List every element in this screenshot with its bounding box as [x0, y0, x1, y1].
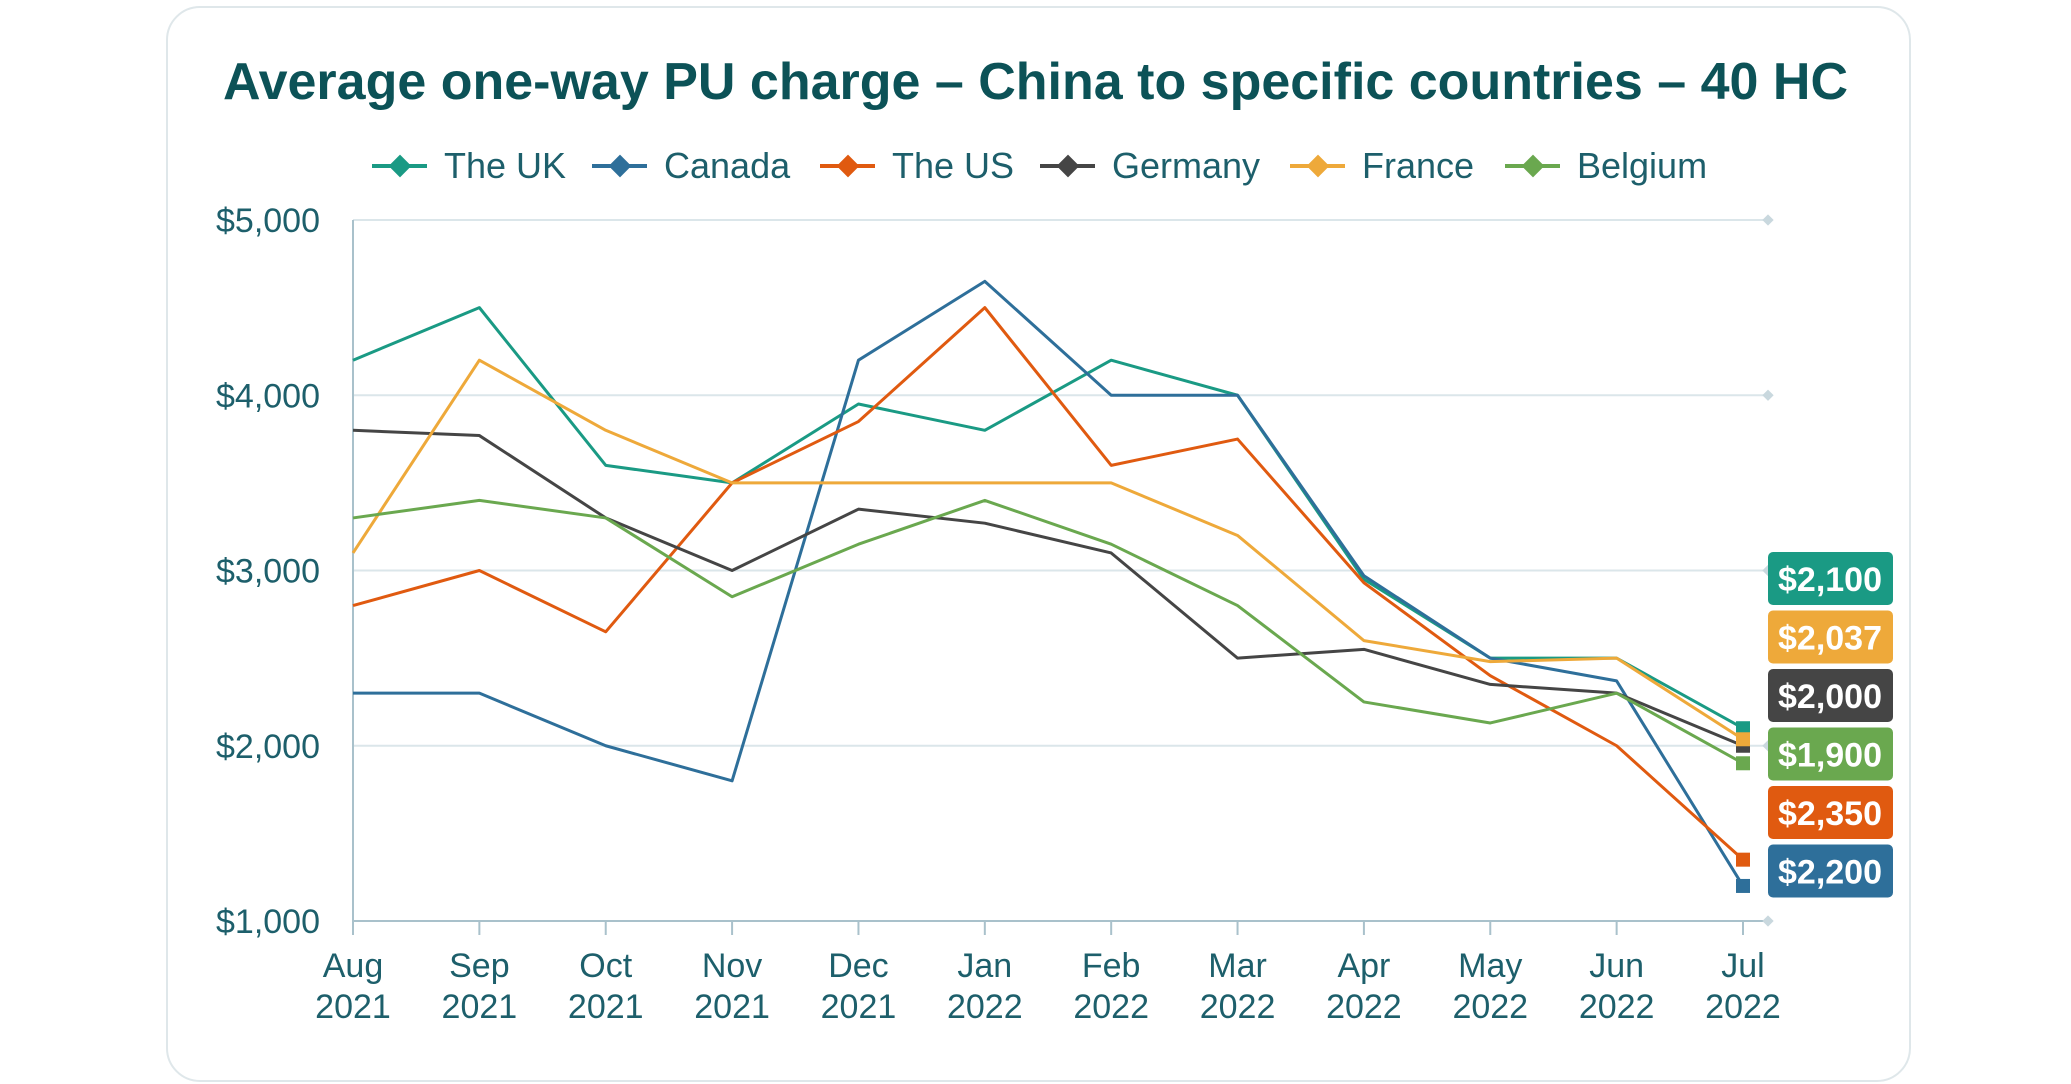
end-value-badge — [1768, 610, 1893, 664]
chart-title: Average one-way PU charge – China to spe… — [222, 53, 1849, 111]
x-tick-label-month: Feb — [1082, 947, 1141, 985]
x-tick-label-year: 2021 — [821, 988, 897, 1026]
series-line-the-uk — [352, 306, 1744, 730]
x-tick-label-month: Jun — [1589, 947, 1644, 985]
end-value-badge — [1768, 552, 1893, 605]
gridline-end-marker — [1762, 389, 1774, 401]
gridline-end-marker — [1762, 915, 1774, 927]
series-line-the-us — [352, 306, 1745, 861]
legend-marker — [1306, 154, 1330, 178]
x-tick-label-year: 2022 — [1452, 988, 1528, 1026]
y-tick-label: $2,000 — [216, 728, 320, 766]
x-tick-label-month: Sep — [449, 947, 510, 985]
x-tick-label-month: Aug — [323, 947, 384, 985]
x-tick-label-year: 2022 — [1579, 988, 1655, 1026]
legend-marker — [608, 154, 632, 178]
legend-label: France — [1362, 145, 1474, 186]
legend-label: Germany — [1112, 145, 1260, 186]
series-end-marker — [1736, 721, 1750, 736]
end-value-badge — [1768, 786, 1893, 839]
legend-marker — [1521, 154, 1545, 178]
end-value-badge — [1768, 844, 1893, 898]
series-end-marker — [1736, 756, 1750, 771]
legend-label: The UK — [444, 145, 566, 186]
x-tick-label-year: 2021 — [315, 988, 391, 1026]
series-line-germany — [352, 428, 1744, 748]
x-tick-label-year: 2021 — [694, 988, 770, 1026]
y-tick-label: $4,000 — [216, 377, 320, 415]
series-end-marker — [1736, 732, 1750, 747]
x-tick-label-year: 2022 — [1073, 988, 1149, 1026]
x-tick-label-month: Dec — [828, 947, 888, 985]
legend-label: Canada — [664, 145, 791, 186]
x-tick-label-month: Mar — [1208, 947, 1267, 985]
series-end-marker — [1736, 852, 1750, 867]
series-line-canada — [353, 279, 1745, 887]
end-value-label: $2,350 — [1778, 795, 1882, 833]
legend-marker — [836, 154, 860, 178]
series-end-marker — [1736, 878, 1750, 893]
end-value-label: $2,000 — [1778, 678, 1882, 716]
x-tick-label-year: 2021 — [568, 988, 644, 1026]
end-value-label: $2,200 — [1778, 854, 1882, 892]
end-value-label: $1,900 — [1778, 737, 1882, 775]
legend-marker — [1056, 154, 1080, 178]
x-tick-label-month: Oct — [579, 947, 632, 985]
x-tick-label-month: Jan — [957, 947, 1012, 985]
legend-label: The US — [892, 145, 1014, 186]
chart-card — [166, 6, 1911, 1082]
end-value-badge — [1768, 669, 1893, 722]
y-tick-label: $5,000 — [216, 202, 320, 240]
legend-label: Belgium — [1577, 145, 1707, 186]
end-value-badge — [1768, 727, 1893, 781]
end-value-label: $2,100 — [1778, 561, 1882, 599]
x-tick-label-month: Apr — [1337, 947, 1390, 985]
y-tick-label: $1,000 — [216, 903, 320, 941]
x-tick-label-year: 2021 — [442, 988, 518, 1026]
x-tick-label-year: 2022 — [1200, 988, 1276, 1026]
gridline-end-marker — [1762, 214, 1774, 226]
x-tick-label-year: 2022 — [947, 988, 1023, 1026]
y-tick-label: $3,000 — [216, 553, 320, 591]
x-tick-label-year: 2022 — [1326, 988, 1402, 1026]
legend-marker — [388, 154, 412, 178]
series-line-france — [351, 358, 1744, 741]
series-line-belgium — [352, 498, 1744, 765]
x-tick-label-month: Nov — [702, 947, 762, 985]
end-value-label: $2,037 — [1778, 620, 1882, 658]
x-tick-label-month: Jul — [1721, 947, 1764, 985]
x-tick-label-month: May — [1458, 947, 1522, 985]
x-tick-label-year: 2022 — [1705, 988, 1781, 1026]
